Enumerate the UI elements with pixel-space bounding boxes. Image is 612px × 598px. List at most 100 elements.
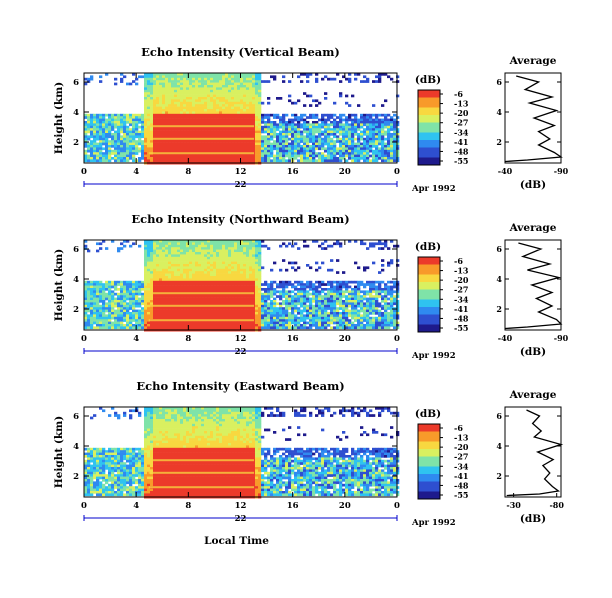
heatmap-cell (252, 142, 256, 146)
heatmap-cell (258, 87, 262, 91)
heatmap-cell (198, 312, 202, 315)
heatmap-cell (150, 240, 154, 243)
heatmap-cell (231, 290, 235, 294)
heatmap-cell (201, 154, 205, 158)
heatmap-cell (114, 321, 118, 325)
heatmap-cell (174, 326, 178, 330)
heatmap-cell (234, 266, 238, 270)
heatmap-cell (165, 121, 169, 124)
heatmap-cell (120, 113, 124, 117)
heatmap-cell (219, 314, 223, 318)
heatmap-cell (222, 145, 226, 148)
heatmap-cell (237, 99, 241, 103)
heatmap-cell (87, 113, 91, 117)
heatmap-cell (339, 157, 343, 160)
heatmap-cell (228, 104, 232, 107)
heatmap-cell (159, 295, 163, 298)
heatmap-cell (366, 142, 370, 146)
heatmap-cell (147, 87, 151, 91)
heatmap-cell (150, 157, 154, 160)
heatmap-cell (297, 123, 301, 127)
heatmap-cell (225, 273, 229, 277)
heatmap-cell (210, 94, 214, 98)
colorbar-tick-label: -34 (454, 127, 469, 137)
heatmap-cell (99, 113, 103, 117)
heatmap-cell (84, 130, 88, 134)
heatmap-cell (201, 73, 205, 76)
heatmap-cell (117, 304, 121, 308)
heatmap-cell (105, 285, 109, 289)
heatmap-cell (228, 276, 232, 279)
heatmap-cell (147, 77, 151, 81)
heatmap-cell (279, 133, 283, 136)
heatmap-cell (303, 149, 307, 153)
heatmap-cell (396, 159, 400, 163)
heatmap-cell (114, 82, 118, 86)
heatmap-cell (273, 147, 277, 151)
heatmap-cell (168, 85, 172, 88)
heatmap-cell (210, 266, 214, 270)
heatmap-cell (141, 302, 145, 306)
heatmap-cell (258, 99, 262, 103)
heatmap-cell (186, 92, 190, 95)
heatmap-cell (216, 104, 220, 107)
heatmap-cell (90, 312, 94, 315)
heatmap-cell (192, 307, 196, 310)
heatmap-cell (216, 314, 220, 318)
heatmap-cell (180, 271, 184, 274)
heatmap-cell (87, 118, 91, 122)
heatmap-cell (192, 297, 196, 301)
heatmap-cell (369, 140, 373, 143)
heatmap-cell (117, 314, 121, 318)
heatmap-cell (243, 101, 247, 105)
heatmap-cell (135, 295, 139, 298)
heatmap-cell (180, 300, 184, 303)
heatmap-cell (276, 295, 280, 298)
heatmap-cell (177, 154, 181, 158)
heatmap-cell (243, 283, 247, 286)
heatmap-cell (210, 99, 214, 103)
heatmap-cell (132, 159, 136, 163)
heatmap-cell (96, 159, 100, 163)
heatmap-cell (303, 159, 307, 163)
heatmap-cell (147, 314, 151, 318)
heatmap-cell (249, 326, 253, 330)
heatmap-cell (258, 273, 262, 277)
heatmap-cell (216, 135, 220, 139)
heatmap-cell (198, 142, 202, 146)
heatmap-cell (237, 273, 241, 277)
heatmap-cell (246, 295, 250, 298)
heatmap-cell (396, 116, 400, 119)
heatmap-cell (99, 283, 103, 286)
heatmap-cell (192, 302, 196, 306)
heatmap-cell (243, 89, 247, 93)
heatmap-cell (363, 157, 367, 160)
heatmap-cell (147, 113, 151, 117)
heatmap-cell (174, 309, 178, 313)
heatmap-cell (366, 125, 370, 129)
heatmap-cell (294, 297, 298, 301)
heatmap-cell (171, 92, 175, 95)
heatmap-cell (204, 312, 208, 315)
heatmap-cell (147, 242, 151, 246)
heatmap-cell (216, 321, 220, 325)
heatmap-cell (207, 118, 211, 122)
heatmap-cell (264, 307, 268, 310)
heatmap-cell (135, 280, 139, 284)
heatmap-cell (198, 82, 202, 86)
heatmap-cell (276, 290, 280, 294)
heatmap-cell (96, 145, 100, 148)
heatmap-cell (114, 123, 118, 127)
heatmap-cell (108, 135, 112, 139)
heatmap-cell (174, 104, 178, 107)
heatmap-cell (117, 133, 121, 136)
heatmap-cell (210, 312, 214, 315)
heatmap-cell (135, 309, 139, 313)
heatmap-cell (306, 73, 310, 76)
heatmap-cell (195, 109, 199, 112)
heatmap-cell (174, 82, 178, 86)
heatmap-cell (108, 295, 112, 298)
heatmap-cell (255, 92, 259, 95)
heatmap-cell (294, 319, 298, 322)
heatmap-cell (372, 137, 376, 141)
